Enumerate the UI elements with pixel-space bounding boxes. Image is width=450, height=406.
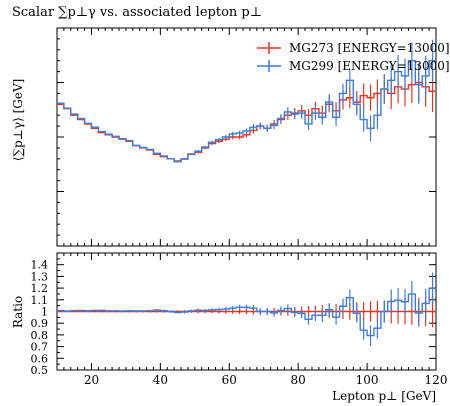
- ratio-tick-label: 1.2: [31, 282, 49, 295]
- ratio-tick-label: 0.8: [31, 329, 49, 342]
- mg299-ratio-line: [57, 287, 436, 337]
- x-axis-label: Lepton p⊥ [GeV]: [332, 389, 436, 403]
- ratio-tick-label: 1.1: [31, 294, 49, 307]
- x-tick-label: 120: [425, 373, 448, 387]
- ratio-tick-label: 1.4: [31, 259, 49, 272]
- chart-title: Scalar ∑p⊥γ vs. associated lepton p⊥: [12, 5, 262, 20]
- x-tick-label: 60: [222, 373, 237, 387]
- ratio-tick-label: 0.7: [31, 341, 49, 354]
- x-tick-label: 80: [291, 373, 306, 387]
- ratio-tick-label: 1.3: [31, 270, 49, 283]
- x-tick-label: 40: [153, 373, 168, 387]
- legend: MG273 [ENERGY=13000] MG299 [ENERGY=13000]: [257, 41, 450, 73]
- mg273-series-line: [57, 81, 436, 162]
- mg299-legend-label: MG299 [ENERGY=13000]: [289, 59, 450, 73]
- ratio-tick-label: 0.6: [31, 352, 49, 365]
- main-plot-area: [56, 27, 437, 247]
- x-tick-label: 100: [356, 373, 379, 387]
- y-axis-label: ⟨∑p⊥γ⟩ [GeV]: [11, 79, 25, 162]
- ratio-tick-label: 0.9: [31, 317, 49, 330]
- mg273-legend-label: MG273 [ENERGY=13000]: [289, 41, 450, 55]
- mg299-series-line: [57, 60, 436, 163]
- x-tick-label: 20: [84, 373, 99, 387]
- ratio-tick-label: 0.5: [31, 364, 49, 377]
- ratio-plot-area: 20 40 60 80 100 120 0.50.60.70.80.911.11.21.31…: [31, 252, 448, 387]
- ratio-axis-label: Ratio: [11, 296, 25, 328]
- ratio-tick-label: 1: [41, 306, 48, 319]
